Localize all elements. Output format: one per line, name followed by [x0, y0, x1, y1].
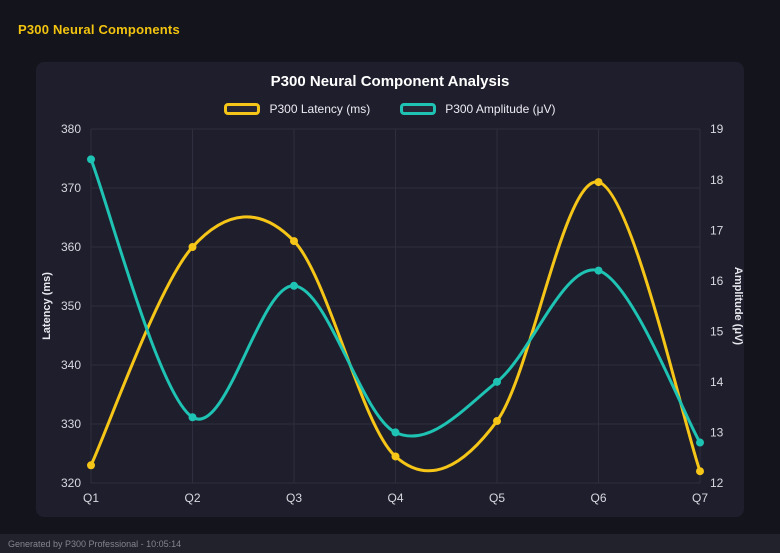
- x-axis-tick-label: Q5: [489, 491, 505, 505]
- right-axis-tick-label: 17: [710, 223, 724, 237]
- data-point: [290, 237, 298, 246]
- page-title: P300 Neural Components: [18, 22, 180, 37]
- data-point: [696, 467, 704, 476]
- left-axis-tick-label: 340: [61, 358, 81, 372]
- right-axis-tick-label: 16: [710, 274, 724, 288]
- data-point: [290, 281, 298, 290]
- data-point: [696, 438, 704, 447]
- data-point: [493, 377, 501, 386]
- legend-marker: [400, 103, 437, 115]
- data-point: [594, 178, 603, 187]
- chart-canvas[interactable]: 320 330 340 350 360 370 380 12 13 14 15 16 17 18 19 Q1 Q…: [36, 62, 744, 517]
- left-axis-tick-label: 360: [61, 240, 81, 254]
- footer-text: Generated by P300 Professional - 10:05:1…: [8, 538, 182, 549]
- x-axis-tick-label: Q2: [184, 491, 200, 505]
- chart-panel: P300 Neural Component Analysis P300 Late…: [36, 62, 744, 517]
- legend-item-latency[interactable]: P300 Latency (ms): [224, 102, 370, 116]
- legend-label: P300 Latency (ms): [269, 102, 371, 116]
- right-axis-tick-label: 13: [710, 426, 724, 440]
- data-point: [87, 155, 95, 164]
- right-axis-tick-label: 12: [710, 476, 724, 490]
- right-axis-tick-label: 15: [710, 324, 724, 338]
- data-point: [594, 266, 603, 275]
- x-axis-tick-label: Q4: [387, 491, 403, 505]
- right-axis-tick-label: 19: [710, 122, 724, 136]
- left-axis-tick-label: 370: [61, 181, 81, 195]
- left-axis-tick-label: 330: [61, 417, 81, 431]
- left-axis-tick-label: 320: [61, 476, 81, 490]
- data-point: [188, 413, 197, 422]
- chart-legend: P300 Latency (ms) P300 Amplitude (μV): [36, 102, 744, 116]
- left-axis-tick-label: 380: [61, 122, 81, 136]
- data-point: [87, 461, 95, 470]
- right-axis-tick-label: 18: [710, 173, 724, 187]
- data-point: [493, 417, 501, 426]
- x-axis-tick-label: Q7: [692, 491, 708, 505]
- x-axis-tick-label: Q1: [83, 491, 99, 505]
- left-axis-tick-label: 350: [61, 299, 81, 313]
- footer-bar: Generated by P300 Professional - 10:05:1…: [0, 534, 780, 553]
- x-axis-tick-label: Q3: [286, 491, 302, 505]
- legend-marker: [224, 103, 261, 115]
- data-point: [188, 243, 197, 251]
- data-point: [391, 428, 400, 437]
- data-point: [391, 452, 400, 461]
- chart-title: P300 Neural Component Analysis: [270, 73, 510, 90]
- legend-label: P300 Amplitude (μV): [445, 102, 556, 116]
- x-axis-tick-label: Q6: [590, 491, 606, 505]
- right-axis-title: Amplitude (μV): [732, 267, 744, 346]
- left-axis-title: Latency (ms): [41, 272, 53, 340]
- legend-item-amplitude[interactable]: P300 Amplitude (μV): [400, 102, 556, 116]
- right-axis-tick-label: 14: [710, 375, 724, 389]
